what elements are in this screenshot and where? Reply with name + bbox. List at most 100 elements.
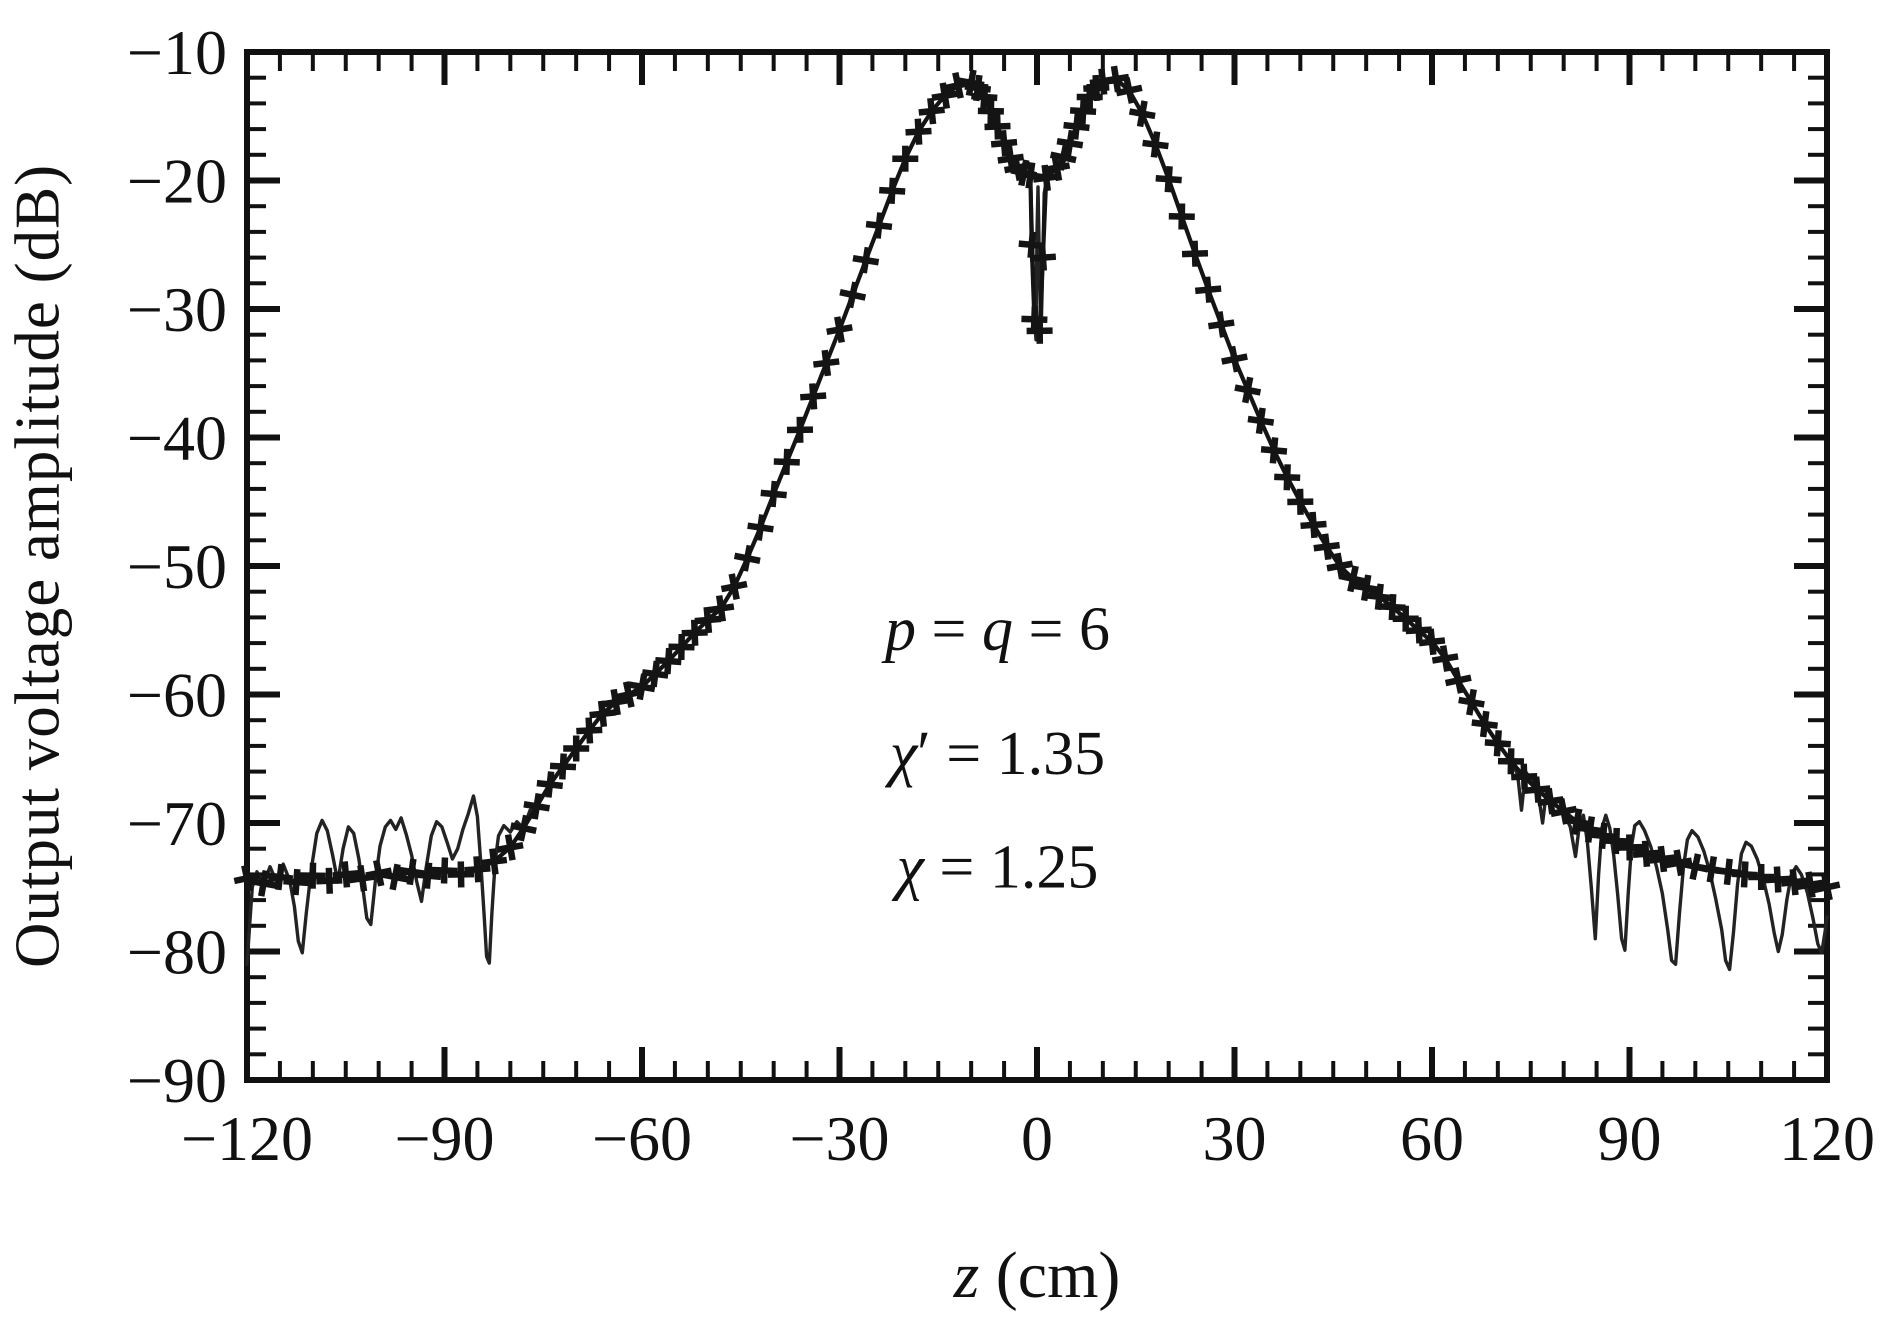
- cross-marker-icon: [971, 83, 998, 111]
- cross-marker-v: [1427, 628, 1437, 656]
- cross-marker-icon: [628, 673, 656, 701]
- cross-marker-v: [622, 681, 635, 708]
- cross-marker-v: [1740, 861, 1749, 888]
- x-tick-label: 120: [1779, 1103, 1875, 1174]
- cross-marker-v: [1242, 376, 1254, 404]
- cross-marker-v: [1321, 533, 1332, 560]
- cross-marker-icon: [576, 717, 603, 744]
- cross-marker-v: [258, 870, 269, 897]
- plot-frame: [244, 49, 1830, 1083]
- cross-marker-icon: [1142, 131, 1169, 158]
- cross-marker-icon: [865, 212, 893, 239]
- x-tick-label: −90: [394, 1103, 494, 1174]
- cross-marker-icon: [266, 863, 294, 891]
- cross-marker-v: [1136, 100, 1148, 128]
- x-tick-label: −30: [789, 1103, 889, 1174]
- cross-marker-v: [1374, 583, 1384, 611]
- cross-marker-icon: [1431, 645, 1459, 672]
- cross-marker-v: [1164, 166, 1173, 193]
- cross-marker-v: [1493, 730, 1502, 757]
- cross-marker-v: [715, 595, 727, 622]
- cross-marker-icon: [1026, 317, 1053, 344]
- cross-marker-v: [610, 688, 621, 716]
- cross-marker-icon: [773, 448, 800, 476]
- cross-marker-icon: [233, 864, 261, 892]
- cross-marker-icon: [655, 647, 682, 675]
- cross-marker-v: [275, 863, 285, 891]
- cross-marker-icon: [1418, 628, 1446, 656]
- cross-marker-icon: [1366, 583, 1393, 611]
- cross-marker-icon: [496, 834, 524, 861]
- cross-marker-icon: [398, 858, 425, 886]
- cross-marker-icon: [536, 771, 564, 798]
- cross-marker-v: [1079, 97, 1088, 125]
- cross-marker-v: [531, 792, 542, 820]
- x-tick-label: −120: [181, 1103, 313, 1174]
- annotation-text: χ′ = 1.35: [885, 720, 1105, 788]
- cross-marker-v: [489, 848, 499, 875]
- cross-marker-icon: [431, 857, 458, 884]
- cross-marker-icon: [1576, 816, 1604, 843]
- measured-cross-markers: [233, 65, 1841, 901]
- cross-marker-v: [597, 700, 608, 728]
- cross-marker-v: [980, 83, 989, 111]
- cross-marker-v: [1216, 311, 1227, 338]
- y-tick-label: −10: [127, 17, 227, 88]
- cross-marker-v: [834, 316, 845, 343]
- y-tick-label: −60: [127, 660, 227, 731]
- cross-marker-v: [1805, 871, 1816, 899]
- cross-marker-v: [1612, 827, 1621, 855]
- cross-marker-icon: [1603, 827, 1630, 855]
- cross-marker-v: [1283, 464, 1291, 491]
- cross-marker-icon: [1181, 240, 1209, 267]
- y-tick-label: −90: [127, 1045, 227, 1116]
- cross-marker-icon: [1029, 244, 1057, 271]
- cross-marker-icon: [800, 383, 827, 410]
- cross-marker-v: [585, 717, 594, 744]
- y-tick-label: −20: [127, 146, 227, 217]
- cross-marker-v: [1123, 77, 1136, 104]
- cross-marker-icon: [839, 281, 867, 309]
- cross-marker-v: [1520, 763, 1528, 790]
- cross-marker-icon: [852, 246, 880, 274]
- cross-marker-v: [728, 573, 740, 600]
- cross-marker-icon: [1043, 154, 1071, 182]
- cross-marker-v: [325, 867, 334, 894]
- cross-marker-v: [993, 113, 1002, 140]
- cross-marker-v: [1773, 866, 1782, 893]
- cross-marker-v: [1689, 853, 1702, 881]
- cross-marker-v: [999, 129, 1009, 157]
- cross-marker-v: [1388, 593, 1397, 621]
- cross-marker-icon: [1247, 407, 1275, 435]
- cross-marker-v: [927, 97, 937, 125]
- cross-marker-v: [1203, 276, 1213, 303]
- cross-marker-icon: [1287, 488, 1314, 515]
- cross-marker-v: [741, 544, 753, 572]
- cross-marker-icon: [1764, 866, 1791, 893]
- cross-marker-icon: [720, 573, 748, 600]
- cross-marker-icon: [1102, 65, 1130, 93]
- x-tick-label: −60: [592, 1103, 692, 1174]
- cross-marker-v: [1452, 667, 1465, 694]
- cross-marker-v: [1821, 873, 1833, 901]
- cross-marker-v: [703, 606, 713, 634]
- cross-marker-v: [1038, 244, 1048, 271]
- cross-marker-icon: [615, 681, 643, 708]
- cross-marker-v: [1789, 868, 1799, 896]
- cross-marker-v: [559, 753, 567, 780]
- cross-marker-icon: [668, 633, 695, 661]
- cross-marker-v: [1479, 710, 1490, 738]
- cross-marker-v: [664, 647, 673, 675]
- cross-marker-icon: [1194, 276, 1222, 303]
- cross-marker-icon: [1458, 688, 1485, 716]
- cross-marker-v: [939, 82, 951, 110]
- cross-marker-v: [504, 834, 516, 861]
- cross-marker-icon: [1221, 345, 1248, 373]
- cross-marker-icon: [1563, 808, 1591, 836]
- cross-marker-icon: [1155, 166, 1182, 193]
- cross-marker-icon: [250, 870, 277, 897]
- axis-ticks: [244, 49, 1830, 1083]
- cross-marker-icon: [1049, 144, 1077, 171]
- cross-marker-v: [517, 814, 530, 842]
